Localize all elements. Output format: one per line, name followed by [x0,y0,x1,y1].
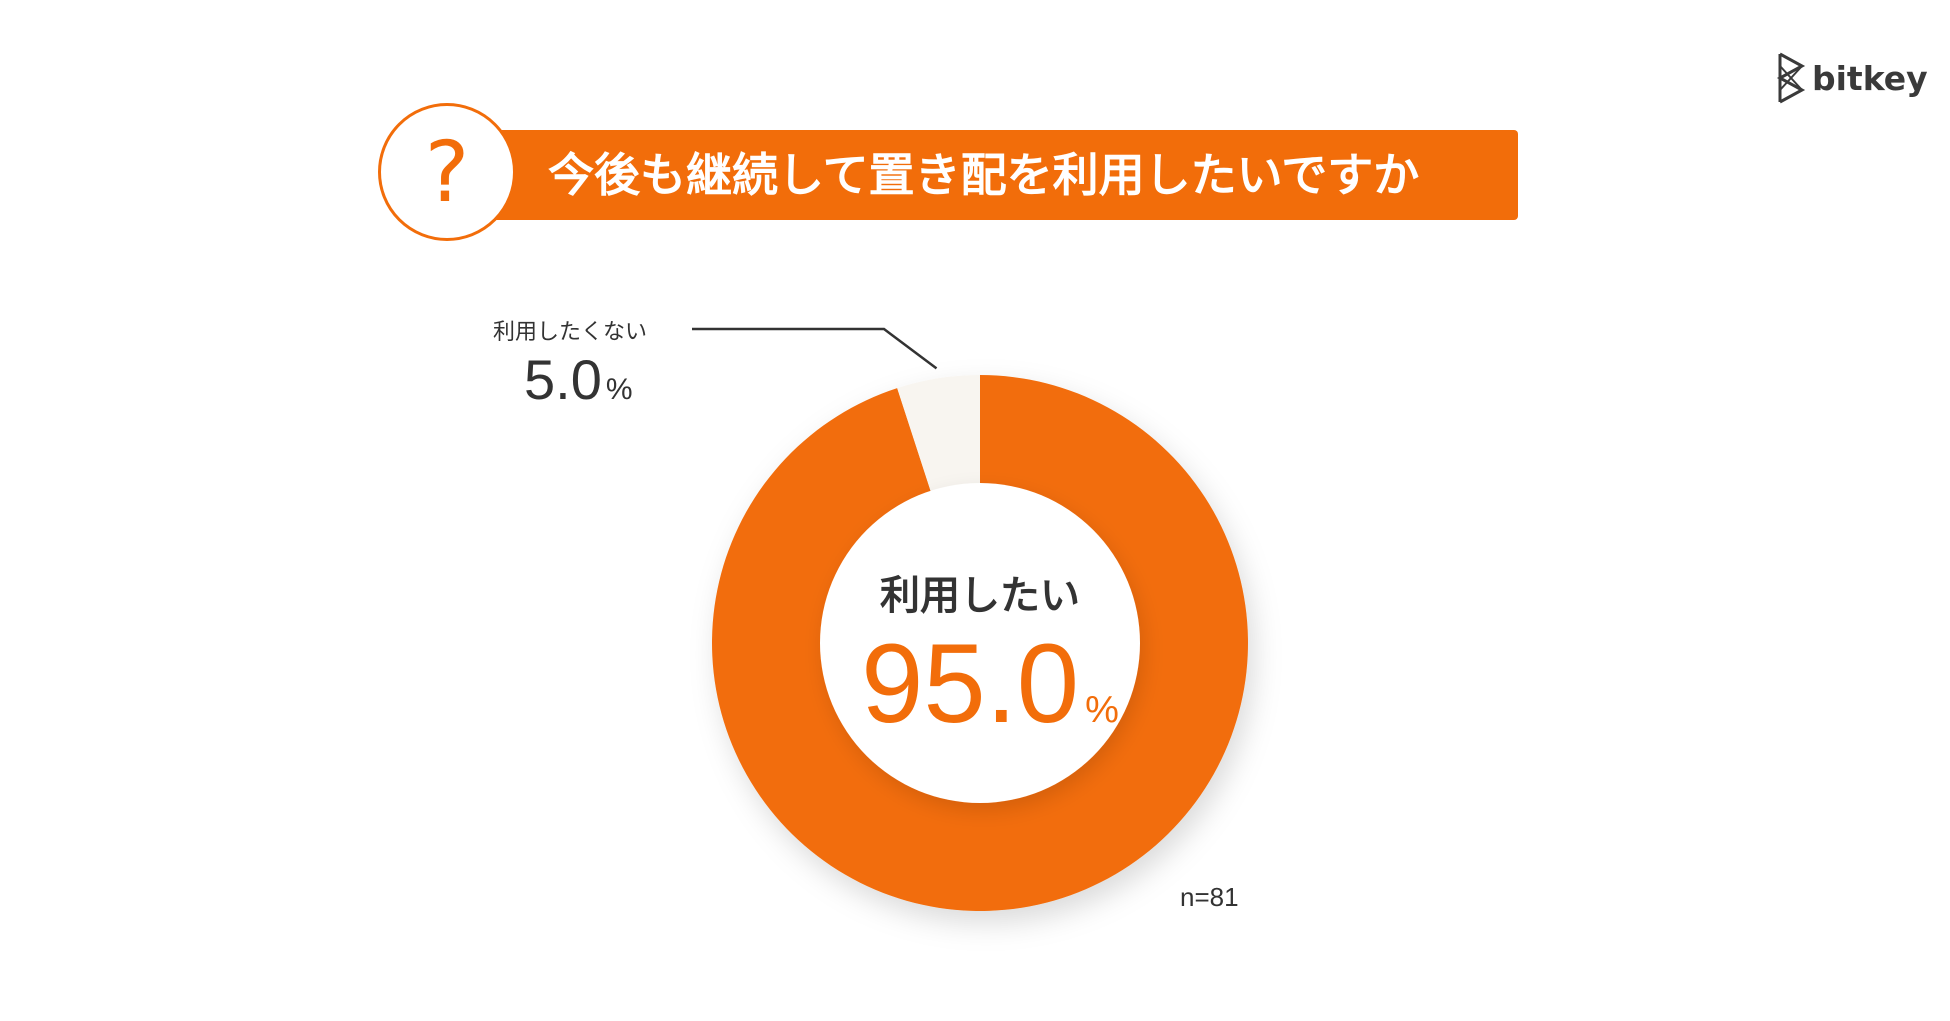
title-banner [460,130,1518,220]
major-slice-label: 利用したい [880,573,1080,619]
donut-hole [820,483,1140,803]
minor-slice-leader-line [692,327,938,370]
major-slice-value: 95.0% [780,628,1200,740]
question-mark-icon: ? [424,123,470,221]
brand-logo: bitkey [1776,50,1928,106]
brand-logo-text: bitkey [1812,58,1928,98]
major-slice-value-number: 95.0 [861,621,1080,746]
bitkey-logo-icon [1776,52,1806,104]
minor-slice-value-unit: % [605,373,633,406]
minor-slice-label: 利用したくない [493,320,648,345]
chart-title: 今後も継続して置き配を利用したいですか [548,148,1420,202]
question-badge [378,103,516,241]
sample-size: n=81 [1180,882,1239,912]
minor-slice-value-number: 5.0 [524,348,602,411]
major-slice-value-unit: % [1085,689,1119,731]
minor-slice-value: 5.0% [524,352,633,408]
